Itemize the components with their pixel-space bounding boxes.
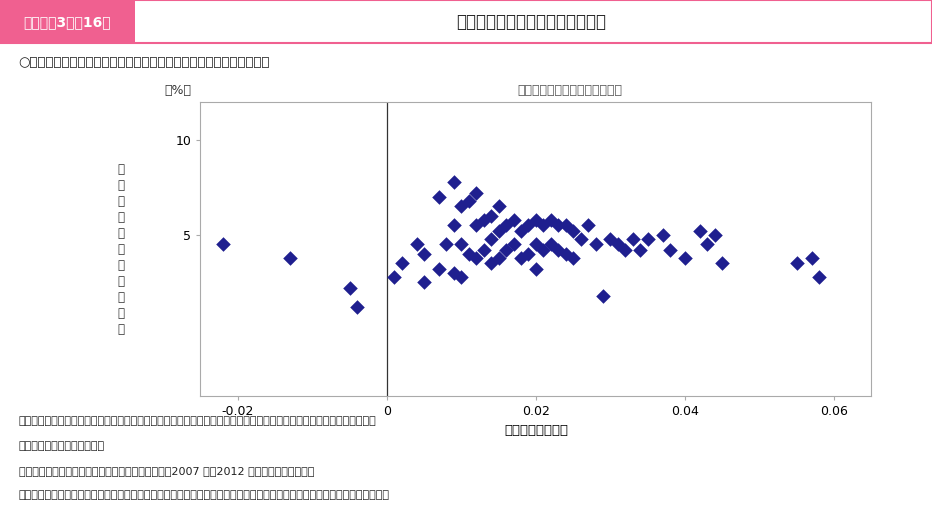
Point — [484, 259, 499, 267]
Point — [432, 193, 446, 201]
Point — [551, 221, 566, 229]
Text: ○　最低賃金の上昇と非正規雇用者比率との間に関係はみられない。: ○ 最低賃金の上昇と非正規雇用者比率との間に関係はみられない。 — [19, 56, 270, 69]
Text: 参事官室にて作成: 参事官室にて作成 — [19, 441, 104, 451]
Point — [446, 269, 461, 277]
Text: ２）カイツ指標は、各都道府県の最低賃金を各都道府県の平均所定内給与（厚生労働省「賃金構造基本統計調査」: ２）カイツ指標は、各都道府県の最低賃金を各都道府県の平均所定内給与（厚生労働省「… — [19, 490, 390, 500]
Point — [454, 202, 469, 211]
Point — [417, 278, 432, 286]
Point — [350, 303, 364, 311]
Point — [566, 253, 581, 262]
Point — [536, 221, 551, 229]
Point — [678, 253, 692, 262]
Point — [514, 227, 528, 235]
Point — [528, 240, 543, 248]
Point — [432, 265, 446, 273]
Point — [566, 227, 581, 235]
Point — [484, 235, 499, 243]
Point — [476, 246, 491, 254]
Point — [640, 235, 655, 243]
Point — [655, 231, 670, 239]
Point — [633, 246, 648, 254]
Point — [394, 259, 409, 267]
Point — [543, 240, 558, 248]
Point — [663, 246, 678, 254]
Point — [506, 240, 521, 248]
Point — [491, 227, 506, 235]
Point — [454, 272, 469, 281]
Point — [558, 221, 573, 229]
Point — [543, 216, 558, 224]
Text: 非
正
規
雇
用
者
比
率
の
変
化: 非 正 規 雇 用 者 比 率 の 変 化 — [117, 162, 125, 336]
Point — [573, 235, 588, 243]
Text: （%）: （%） — [164, 84, 191, 97]
Point — [506, 216, 521, 224]
X-axis label: カイツ指標の変化: カイツ指標の変化 — [504, 424, 568, 436]
Point — [558, 250, 573, 258]
Point — [610, 240, 625, 248]
Bar — [0, 0, 135, 43]
Point — [715, 259, 730, 267]
Point — [469, 189, 484, 197]
Point — [581, 221, 596, 229]
Point — [588, 240, 603, 248]
Point — [528, 265, 543, 273]
Point — [461, 197, 476, 205]
Text: 資料出所　総務省統計局「就業構造基本調査」、厚生労働省「賃金構造基本統計調査」をもとに厚生労働省労働政策担当: 資料出所 総務省統計局「就業構造基本調査」、厚生労働省「賃金構造基本統計調査」を… — [19, 416, 377, 427]
Point — [476, 216, 491, 224]
Point — [461, 250, 476, 258]
Point — [491, 202, 506, 211]
Point — [446, 221, 461, 229]
Point — [700, 240, 715, 248]
Point — [491, 253, 506, 262]
Point — [454, 240, 469, 248]
Text: （注）　１）非正規雇用者比率、カイツ指標は、2007 年、2012 年の上昇率の平均値。: （注） １）非正規雇用者比率、カイツ指標は、2007 年、2012 年の上昇率の… — [19, 466, 314, 476]
Point — [499, 246, 514, 254]
Point — [409, 240, 424, 248]
Point — [618, 246, 633, 254]
Point — [521, 250, 536, 258]
Point — [446, 178, 461, 186]
Point — [625, 235, 640, 243]
Text: カイツ指標と非正規雇用者比率: カイツ指標と非正規雇用者比率 — [517, 84, 622, 97]
Point — [596, 291, 610, 299]
Point — [692, 227, 707, 235]
Point — [215, 240, 230, 248]
Point — [804, 253, 819, 262]
Point — [812, 272, 827, 281]
Point — [536, 246, 551, 254]
Point — [484, 212, 499, 220]
Point — [707, 231, 722, 239]
Point — [282, 253, 297, 262]
Point — [469, 253, 484, 262]
Point — [603, 235, 618, 243]
Point — [514, 253, 528, 262]
Point — [417, 250, 432, 258]
Point — [342, 284, 357, 292]
Point — [789, 259, 804, 267]
Text: 最低賃金水準と非正規雇用者比率: 最低賃金水準と非正規雇用者比率 — [457, 13, 606, 31]
Point — [499, 221, 514, 229]
Text: 第２－（3）－16図: 第２－（3）－16図 — [23, 15, 111, 29]
Point — [439, 240, 454, 248]
Point — [469, 221, 484, 229]
Point — [521, 221, 536, 229]
Point — [528, 216, 543, 224]
Point — [387, 272, 402, 281]
Point — [551, 246, 566, 254]
